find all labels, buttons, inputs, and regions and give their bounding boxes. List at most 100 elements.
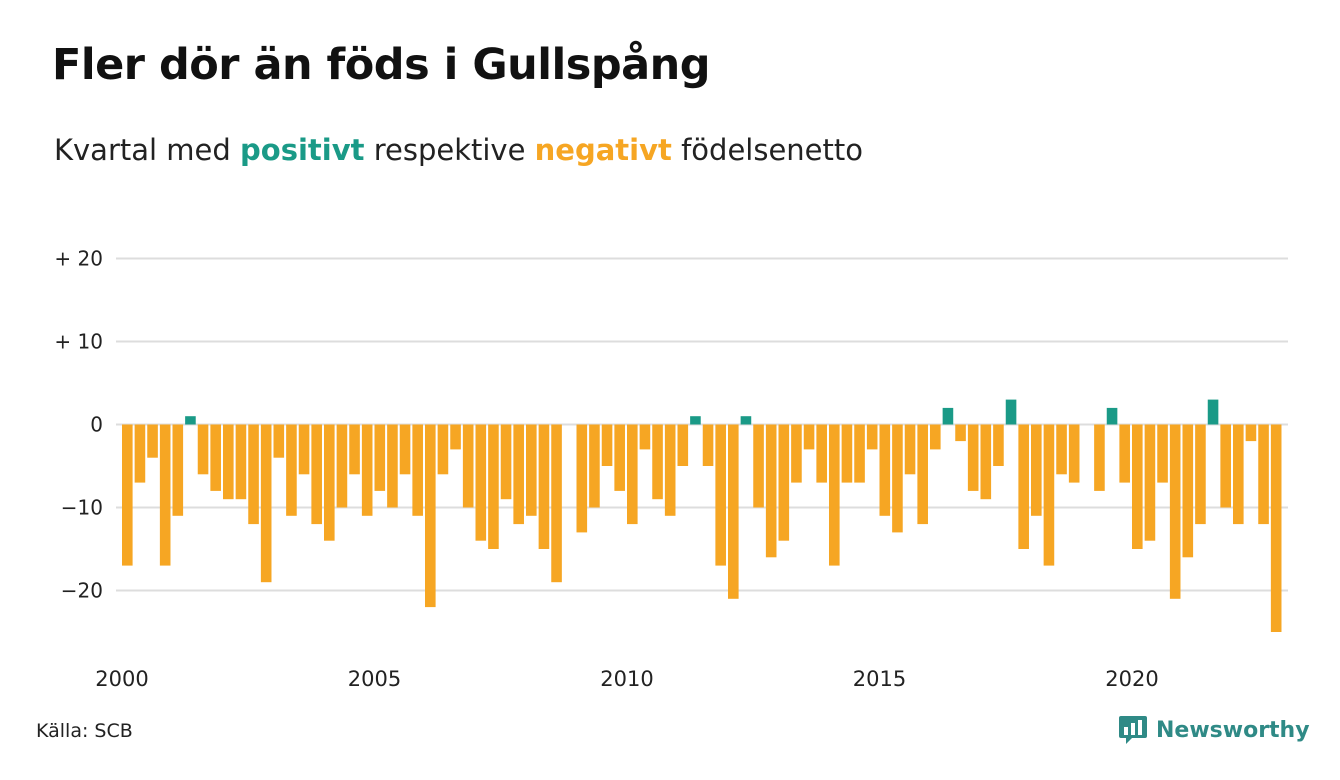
bar [1056,424,1067,475]
bar [627,424,638,525]
bar [488,424,499,549]
bar [677,424,689,466]
subtitle-suffix: födelsenetto [681,133,863,167]
bar [778,424,790,541]
bar [879,424,891,516]
bar [917,424,928,525]
bar [336,424,348,508]
bar [866,424,878,450]
bar [829,424,840,566]
bar [753,424,764,508]
newsworthy-logo: Newsworthy [1118,714,1310,746]
bar [702,424,714,466]
newsworthy-logo-icon [1119,716,1147,744]
x-tick-label: 2000 [95,667,148,691]
bar [399,424,411,475]
bar [576,424,588,533]
bar [538,424,550,549]
bar [1068,424,1080,483]
bar [513,424,524,525]
bar [589,424,600,508]
bar [1182,424,1194,558]
bar [930,424,941,450]
bar [765,424,777,558]
bar [728,424,739,599]
bar [412,424,423,516]
bar [601,424,613,466]
bar [1005,399,1017,425]
bar [298,424,310,475]
bar [437,424,449,475]
bar [324,424,335,541]
bar [1094,424,1105,491]
bar [1258,424,1269,525]
x-tick-label: 2020 [1105,667,1158,691]
bar [526,424,537,516]
bar [1144,424,1156,541]
bar [1132,424,1143,549]
bar [841,424,853,483]
bar [967,424,979,491]
bar [361,424,373,516]
bar [159,424,171,566]
bar [942,407,954,425]
bar [791,424,802,483]
x-tick-label: 2010 [600,667,653,691]
bar [1106,407,1118,425]
chart-title: Fler dör än föds i Gullspång [52,40,711,90]
bar [816,424,827,483]
y-tick-label: −20 [61,579,103,603]
bars [122,399,1282,632]
bar [134,424,146,483]
bar [223,424,234,500]
bar [892,424,903,533]
subtitle-negative-label: negativt [534,133,672,167]
subtitle-middle: respektive [373,133,526,167]
bar [614,424,625,491]
bar [197,424,209,475]
bar [248,424,259,525]
y-tick-label: + 20 [54,247,103,271]
bar [652,424,663,500]
bar [1207,399,1219,425]
bar [639,424,651,450]
bar [450,424,461,450]
subtitle-prefix: Kvartal med [54,133,231,167]
bar [551,424,562,583]
bar [311,424,322,525]
bar [955,424,966,442]
bar [993,424,1004,466]
bar [1233,424,1244,525]
bar [715,424,726,566]
bar [462,424,474,508]
bar [980,424,992,500]
bar [425,424,436,608]
bar [374,424,386,491]
x-tick-label: 2015 [853,667,906,691]
bar [286,424,297,516]
bar [500,424,512,500]
bar [210,424,221,491]
bar [664,424,676,516]
bar [904,424,916,475]
subtitle-positive-label: positivt [240,133,365,167]
chart-subtitle: Kvartal med positivt respektive negativt… [54,133,863,167]
bar [803,424,815,450]
bar [1270,424,1282,632]
source-note: Källa: SCB [36,720,133,742]
bar [690,416,701,425]
bar [1018,424,1029,549]
bar [740,416,752,425]
y-tick-label: 0 [90,413,103,437]
y-tick-label: −10 [61,496,103,520]
bar-chart: + 20 + 10 0 −10 −20 2000 2005 2010 2015 2020 [54,247,1288,691]
bar [349,424,360,475]
bar [172,424,184,516]
x-axis: 2000 2005 2010 2015 2020 [95,667,1158,691]
bar [1195,424,1206,525]
bar [1043,424,1055,566]
bar [273,424,285,458]
bar [185,416,196,425]
bar [1220,424,1231,508]
y-tick-label: + 10 [54,330,103,354]
